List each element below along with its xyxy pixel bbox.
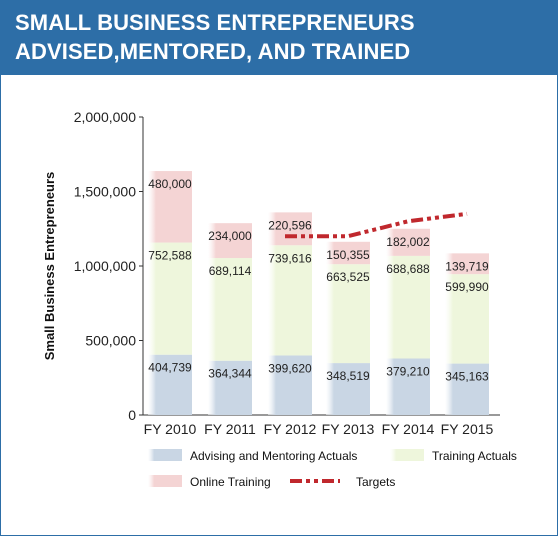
bar-segment-advising [208,360,252,415]
bar-segment-training [208,258,252,361]
data-label-advising: 404,739 [148,361,192,375]
y-axis-label: Small Business Entrepreneurs [42,172,57,361]
data-label-online: 150,355 [326,248,370,262]
x-tick-label: FY 2010 [144,421,197,437]
x-tick-label: FY 2012 [264,421,317,437]
x-tick-label: FY 2011 [204,421,256,437]
bar-segment-training [268,245,312,356]
bar-segment-advising [386,358,430,415]
y-tick-label: 2,000,000 [74,109,136,125]
data-label-online: 182,002 [386,235,430,249]
bar-segment-online [208,223,252,259]
data-label-advising: 345,163 [445,370,489,384]
legend-label-advising: Advising and Mentoring Actuals [190,449,357,463]
bar-segment-advising [268,355,312,415]
bar-segment-training [445,274,489,364]
bar-segment-advising [445,363,489,415]
bar-segment-online [268,212,312,246]
data-label-training: 739,616 [268,251,312,265]
bar-segment-advising [148,354,192,415]
legend-swatch-advising [148,449,182,461]
legend-label-online: Online Training [190,475,271,489]
data-label-online: 480,000 [148,177,192,191]
x-tick-label: FY 2013 [322,421,375,437]
bar-segment-training [386,255,430,359]
chart-title-line-1: SMALL BUSINESS ENTREPRENEURS [15,10,415,35]
data-label-training: 688,688 [386,262,430,276]
targets-line [285,211,468,239]
bar-segment-online [148,171,192,243]
y-tick-label: 1,000,000 [74,258,136,274]
data-label-training: 752,588 [148,249,192,263]
chart-title-line-2: ADVISED,MENTORED, AND TRAINED [15,39,411,64]
bar-segment-online [445,253,489,275]
bar-segment-advising [326,363,370,415]
data-label-online: 220,596 [268,218,312,232]
bar-segment-training [148,242,192,355]
bar-segment-online [386,228,430,256]
y-tick-label: 500,000 [85,333,136,349]
data-label-advising: 399,620 [268,361,312,375]
legend-swatch-online [148,475,182,487]
legend-swatch-training [390,449,424,461]
data-label-online: 139,719 [445,259,489,273]
bar-segment-online [326,241,370,265]
data-label-advising: 379,210 [386,364,430,378]
data-label-training: 663,525 [326,270,370,284]
data-label-advising: 348,519 [326,369,370,383]
legend-label-training: Training Actuals [432,449,517,463]
data-label-online: 234,000 [208,229,252,243]
y-tick-label: 1,500,000 [74,184,136,200]
bar-segment-training [326,264,370,364]
data-label-advising: 364,344 [208,367,252,381]
y-tick-label: 0 [128,407,136,423]
legend-label-targets: Targets [356,475,395,489]
data-label-training: 599,990 [445,280,489,294]
x-tick-label: FY 2014 [382,421,435,437]
chart-header: SMALL BUSINESS ENTREPRENEURS ADVISED,MEN… [1,1,557,75]
x-tick-label: FY 2015 [441,421,494,437]
data-label-training: 689,114 [209,264,252,278]
